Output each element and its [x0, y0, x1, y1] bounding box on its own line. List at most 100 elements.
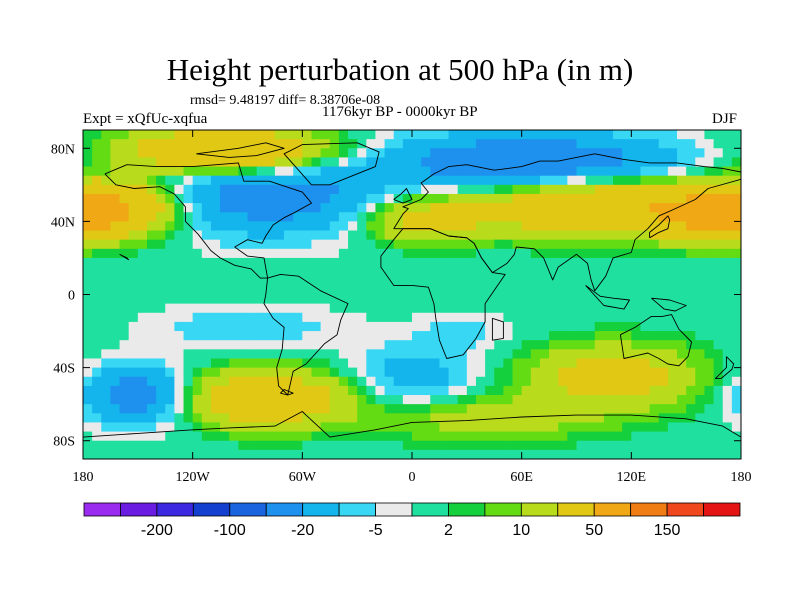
- field-cell: [567, 166, 578, 177]
- field-cell: [192, 395, 203, 405]
- field-cell: [274, 239, 285, 250]
- field-cell: [539, 321, 550, 332]
- field-cell: [722, 267, 733, 277]
- field-cell: [603, 257, 614, 268]
- field-cell: [320, 385, 331, 396]
- field-cell: [92, 321, 102, 332]
- field-cell: [183, 440, 194, 451]
- field-cell: [539, 440, 550, 451]
- field-cell: [613, 166, 623, 177]
- field-cell: [165, 294, 175, 305]
- field-cell: [110, 340, 121, 350]
- field-cell: [183, 166, 194, 177]
- field-cell: [274, 148, 285, 159]
- field-cell: [448, 212, 459, 222]
- field-cell: [348, 157, 358, 168]
- field-cell: [101, 376, 112, 387]
- field-cell: [201, 193, 212, 204]
- field-cell: [384, 331, 395, 341]
- field-cell: [658, 267, 669, 277]
- field-cell: [110, 395, 121, 405]
- field-cell: [110, 166, 121, 177]
- field-cell: [539, 376, 550, 387]
- field-cell: [220, 294, 230, 305]
- field-cell: [686, 221, 696, 232]
- field-cell: [183, 331, 194, 341]
- field-cell: [485, 440, 495, 451]
- field-cell: [622, 184, 632, 195]
- field-cell: [348, 340, 358, 350]
- field-cell: [229, 294, 239, 305]
- colorbar-box: [703, 502, 741, 517]
- field-cell: [539, 358, 550, 369]
- field-cell: [466, 257, 477, 268]
- field-cell: [92, 212, 102, 222]
- field-cell: [402, 267, 413, 277]
- field-cell: [539, 267, 550, 277]
- field-cell: [156, 395, 166, 405]
- field-cell: [658, 175, 669, 186]
- field-cell: [576, 175, 587, 186]
- field-cell: [284, 130, 294, 140]
- field-cell: [494, 184, 504, 195]
- field-cell: [348, 349, 358, 360]
- field-cell: [265, 312, 276, 323]
- field-cell: [539, 148, 550, 159]
- field-cell: [421, 130, 431, 140]
- field-cell: [402, 431, 413, 442]
- field-cell: [677, 212, 687, 222]
- field-cell: [439, 367, 450, 378]
- field-cell: [430, 221, 441, 232]
- field-cell: [576, 349, 587, 360]
- field-cell: [576, 230, 587, 241]
- field-cell: [430, 358, 441, 369]
- field-cell: [92, 157, 102, 168]
- field-cell: [247, 340, 258, 350]
- field-cell: [128, 139, 139, 149]
- field-cell: [667, 130, 678, 140]
- field-cell: [210, 175, 221, 186]
- field-cell: [101, 166, 112, 177]
- field-cell: [201, 312, 212, 323]
- field-cell: [695, 404, 706, 414]
- field-cell: [238, 367, 249, 378]
- field-cell: [137, 331, 148, 341]
- field-cell: [686, 431, 696, 442]
- field-cell: [686, 139, 696, 149]
- field-cell: [402, 221, 413, 232]
- field-cell: [165, 349, 175, 360]
- field-cell: [137, 193, 148, 204]
- field-cell: [302, 376, 313, 387]
- field-cell: [613, 221, 623, 232]
- field-cell: [695, 431, 706, 442]
- lat-tick-label: 40S: [53, 362, 75, 377]
- field-cell: [530, 148, 541, 159]
- field-cell: [613, 312, 623, 323]
- field-cell: [695, 130, 706, 140]
- field-cell: [475, 166, 486, 177]
- field-cell: [512, 358, 523, 369]
- field-cell: [384, 248, 395, 259]
- field-cell: [348, 267, 358, 277]
- field-cell: [576, 449, 587, 459]
- field-cell: [640, 385, 651, 396]
- field-cell: [137, 413, 148, 424]
- field-cell: [311, 294, 322, 305]
- field-cell: [622, 404, 632, 414]
- field-cell: [649, 130, 660, 140]
- field-cell: [448, 130, 459, 140]
- field-cell: [183, 376, 194, 387]
- field-cell: [366, 267, 377, 277]
- field-cell: [485, 285, 495, 296]
- field-cell: [466, 385, 477, 396]
- field-cell: [101, 449, 112, 459]
- field-cell: [631, 221, 642, 232]
- field-cell: [192, 193, 203, 204]
- field-cell: [366, 148, 377, 159]
- field-cell: [622, 358, 632, 369]
- field-cell: [485, 221, 495, 232]
- field-cell: [567, 221, 578, 232]
- field-cell: [128, 166, 139, 177]
- field-cell: [156, 358, 166, 369]
- field-cell: [284, 321, 294, 332]
